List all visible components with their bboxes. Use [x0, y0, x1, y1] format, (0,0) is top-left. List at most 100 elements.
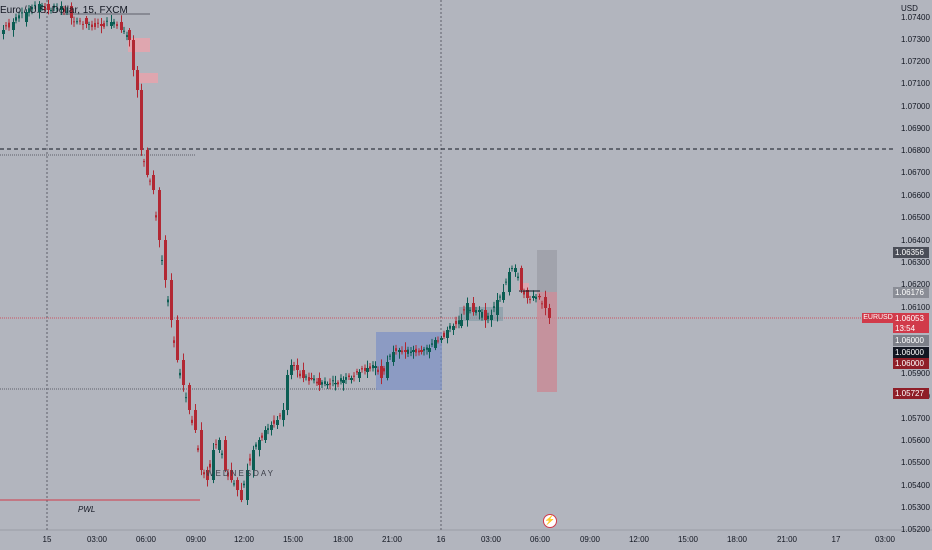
candle-body: [94, 22, 96, 27]
candle-body: [286, 375, 289, 410]
candle-body: [356, 371, 358, 373]
candle-body: [227, 472, 229, 477]
candle-body: [63, 9, 65, 12]
candle-body: [329, 383, 331, 385]
candle-body: [532, 296, 535, 298]
candle-body: [155, 215, 157, 218]
candle-body: [466, 303, 469, 320]
candle-body: [91, 24, 93, 28]
time-label: 21:00: [381, 535, 403, 544]
candle-body: [290, 365, 293, 375]
candle-body: [50, 9, 52, 11]
symbol-tag: EURUSD: [862, 313, 894, 323]
time-label: 18:00: [726, 535, 748, 544]
price-label: 1.07300: [901, 35, 930, 44]
candle-body: [128, 30, 131, 40]
candle-body: [452, 326, 455, 330]
candle-body: [502, 292, 505, 300]
candle-body: [70, 6, 73, 18]
candle-body: [246, 470, 249, 500]
candle-body: [499, 296, 501, 298]
candle-body: [188, 385, 191, 410]
candle-body: [21, 12, 23, 14]
position-target-box: [537, 250, 557, 292]
candle-body: [324, 381, 326, 385]
candle-body: [296, 365, 299, 370]
position-stop-box: [537, 292, 557, 392]
supply-zone: [136, 73, 158, 83]
price-tag-1: 1.06356: [893, 247, 929, 258]
time-label: 12:00: [628, 535, 650, 544]
candle-body: [146, 150, 149, 175]
candle-body: [469, 309, 471, 311]
price-label: 1.05900: [901, 369, 930, 378]
price-label: 1.06100: [901, 303, 930, 312]
candle-body: [428, 348, 431, 352]
candle-body: [440, 338, 443, 340]
candle-body: [418, 350, 420, 353]
candle-body: [140, 90, 143, 150]
candle-body: [41, 5, 43, 7]
lightning-icon[interactable]: ⚡: [543, 514, 557, 528]
time-label: 06:00: [529, 535, 551, 544]
candle-body: [56, 8, 58, 10]
time-label: 09:00: [579, 535, 601, 544]
candle-body: [353, 375, 355, 377]
candle-body: [31, 6, 33, 10]
candle-body: [310, 378, 313, 380]
candle-body: [206, 470, 209, 480]
candle-body: [143, 161, 145, 163]
currency-label: USD: [901, 4, 918, 13]
candle-body: [490, 315, 493, 320]
candle-body: [47, 4, 50, 10]
candle-body: [389, 355, 391, 357]
symbol-title[interactable]: Euro / U.S. Dollar, 15, FXCM: [0, 5, 128, 16]
price-label: 1.05600: [901, 436, 930, 445]
candle-body: [383, 368, 385, 372]
candle-body: [215, 444, 217, 446]
price-tag-4: 1.06000: [893, 347, 929, 358]
candle-body: [364, 367, 366, 371]
candle-body: [392, 352, 395, 362]
candle-body: [487, 315, 489, 320]
candle-body: [529, 299, 531, 301]
candle-body: [249, 458, 251, 461]
candle-body: [34, 4, 36, 7]
candle-body: [240, 490, 243, 500]
candle-body: [106, 20, 108, 22]
candle-body: [243, 483, 245, 486]
time-label: 15: [42, 535, 52, 544]
candle-body: [28, 8, 30, 13]
candle-body: [404, 350, 407, 352]
candle-body: [541, 303, 543, 305]
candle-body: [520, 268, 523, 290]
candle-body: [116, 24, 118, 26]
candle-body: [8, 22, 10, 28]
price-label: 1.06200: [901, 280, 930, 289]
candle-body: [361, 368, 363, 370]
candle-body: [236, 480, 239, 490]
price-label: 1.05500: [901, 458, 930, 467]
last-price-tag: 1.06053: [893, 313, 929, 323]
candle-body: [426, 347, 428, 350]
candle-body: [517, 276, 519, 279]
candle-body: [179, 372, 181, 376]
candle-body: [508, 272, 511, 292]
candle-body: [252, 450, 255, 470]
candle-body: [305, 376, 307, 378]
price-label: 1.06900: [901, 124, 930, 133]
time-label: 06:00: [135, 535, 157, 544]
price-label: 1.06600: [901, 191, 930, 200]
candle-body: [395, 348, 397, 351]
candle-body: [158, 190, 161, 240]
candle-body: [484, 310, 487, 320]
candle-body: [511, 267, 513, 269]
candle-body: [472, 303, 475, 312]
candle-body: [261, 435, 263, 438]
price-label: 1.05300: [901, 503, 930, 512]
candle-body: [200, 430, 203, 470]
candle-body: [478, 310, 481, 312]
candle-body: [523, 291, 525, 295]
